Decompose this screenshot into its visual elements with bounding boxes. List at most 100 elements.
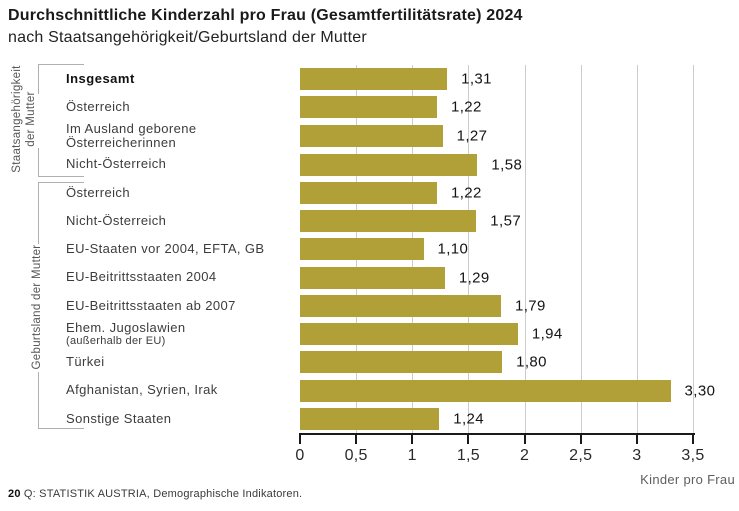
bar-row: Im Ausland geborene Österreicherinnen 1,27 — [0, 120, 739, 151]
bar-row: EU-Beitrittsstaaten 2004 1,29 — [0, 264, 739, 292]
x-axis-tick-label: 1,5 — [456, 447, 480, 464]
bar-row: Türkei 1,80 — [0, 348, 739, 376]
bar — [300, 379, 671, 402]
source-note: 20 Q: STATISTIK AUSTRIA, Demographische … — [8, 488, 302, 500]
bar-row: Österreich 1,22 — [0, 179, 739, 207]
bar-track: 1,57 — [300, 207, 739, 235]
group1-bracket-tick-top — [38, 64, 84, 65]
bar — [300, 323, 518, 346]
bar-row: Ehem. Jugoslawien (außerhalb der EU) 1,94 — [0, 320, 739, 348]
category-label: Türkei — [66, 354, 105, 370]
x-axis-tick-label: 1 — [407, 447, 417, 464]
chart-subtitle: nach Staatsangehörigkeit/Geburtsland der… — [8, 29, 367, 46]
group2-bracket-tick-top — [38, 182, 84, 183]
bar-track: 1,94 — [300, 320, 739, 348]
bar-row: EU-Staaten vor 2004, EFTA, GB 1,10 — [0, 235, 739, 263]
bar — [300, 68, 448, 91]
bar — [300, 181, 437, 204]
gridline — [524, 65, 526, 434]
bar — [300, 153, 478, 176]
value-label: 1,10 — [437, 240, 469, 258]
x-axis-tick — [692, 435, 694, 444]
category-label: Österreich — [66, 99, 130, 115]
x-axis-tick — [579, 435, 582, 444]
bar-row: Nicht-Österreich 1,58 — [0, 151, 739, 179]
x-axis-tick-label: 3,5 — [681, 447, 705, 464]
value-label: 1,24 — [453, 410, 485, 428]
category-label: Nicht-Österreich — [66, 212, 167, 228]
category-label: Afghanistan, Syrien, Irak — [66, 382, 218, 398]
x-axis-tick — [635, 435, 638, 444]
group2-bracket-line — [38, 182, 39, 244]
bar-row: Nicht-Österreich 1,57 — [0, 207, 739, 235]
value-label: 1,80 — [516, 353, 547, 371]
bar — [300, 266, 445, 289]
bar-track: 1,79 — [300, 292, 739, 320]
category-label: EU-Staaten vor 2004, EFTA, GB — [66, 241, 265, 257]
gridline — [693, 65, 694, 434]
bar-track: 1,10 — [300, 235, 739, 263]
category-label: Nicht-Österreich — [66, 156, 167, 172]
value-label: 1,94 — [531, 325, 563, 343]
bar — [300, 407, 440, 430]
value-label: 1,29 — [458, 269, 490, 287]
group1-bracket-line — [38, 148, 39, 177]
bar — [300, 210, 477, 233]
group1-bracket-tick-bottom — [38, 176, 84, 177]
x-axis-title: Kinder pro Frau — [640, 472, 735, 487]
x-axis-tick — [467, 435, 470, 444]
bar-track: 1,24 — [300, 405, 739, 433]
bar — [300, 294, 501, 317]
category-label: EU-Beitrittsstaaten 2004 — [66, 269, 217, 285]
bar-row: Sonstige Staaten 1,24 — [0, 405, 739, 433]
value-label: 1,58 — [491, 156, 523, 174]
value-label: 1,31 — [461, 70, 492, 88]
bar-track: 1,22 — [300, 93, 739, 121]
group2-bracket-line — [38, 372, 39, 429]
category-label: Im Ausland geborene Österreicherinnen — [66, 120, 197, 151]
bar-row: Afghanistan, Syrien, Irak 3,30 — [0, 377, 739, 405]
gridline — [580, 65, 582, 434]
bar-track: 3,30 — [300, 377, 739, 405]
value-label: 1,27 — [456, 127, 488, 145]
category-label: Sonstige Staaten — [66, 410, 172, 426]
group1-bracket-line — [38, 64, 39, 94]
gridline — [468, 65, 470, 434]
value-label: 1,57 — [490, 212, 522, 230]
x-axis-tick-label: 3 — [632, 447, 642, 464]
bar-row: Insgesamt 1,31 — [0, 65, 739, 93]
chart-title: Durchschnittliche Kinderzahl pro Frau (G… — [8, 7, 523, 24]
bar-track: 1,80 — [300, 348, 739, 376]
bar-track: 1,22 — [300, 179, 739, 207]
x-axis-tick — [523, 435, 526, 444]
x-axis-tick — [411, 435, 414, 444]
value-label: 1,22 — [450, 184, 482, 202]
category-label: Insgesamt — [66, 70, 135, 86]
category-label: Österreich — [66, 184, 130, 200]
source-text: Q: STATISTIK AUSTRIA, Demographische Ind… — [23, 488, 303, 500]
bar-track: 1,58 — [300, 151, 739, 179]
value-label: 1,79 — [514, 297, 546, 315]
page-number: 20 — [8, 488, 21, 500]
bar — [300, 238, 424, 261]
bar-row: Österreich 1,22 — [0, 93, 739, 121]
x-axis-tick-label: 0,5 — [344, 447, 368, 464]
value-label: 3,30 — [684, 382, 716, 400]
value-label: 1,22 — [450, 98, 482, 116]
bar-row: EU-Beitrittsstaaten ab 2007 1,79 — [0, 292, 739, 320]
bar-track: 1,27 — [300, 122, 739, 151]
bar — [300, 125, 443, 148]
bar-rows: Insgesamt 1,31 Österreich 1,22 Im Ausland ge… — [0, 65, 739, 433]
category-label: Ehem. Jugoslawien (außerhalb der EU) — [66, 319, 186, 348]
group2-bracket-tick-bottom — [38, 428, 84, 429]
category-label: EU-Beitrittsstaaten ab 2007 — [66, 297, 236, 313]
x-axis-line — [299, 433, 695, 435]
bar-track: 1,31 — [300, 65, 739, 93]
bar-track: 1,29 — [300, 264, 739, 292]
gridline — [636, 65, 638, 434]
x-axis-tick-label: 2,5 — [569, 447, 593, 464]
bar — [300, 351, 503, 374]
x-axis-tick — [299, 435, 301, 444]
x-axis-tick-label: 0 — [295, 447, 305, 464]
